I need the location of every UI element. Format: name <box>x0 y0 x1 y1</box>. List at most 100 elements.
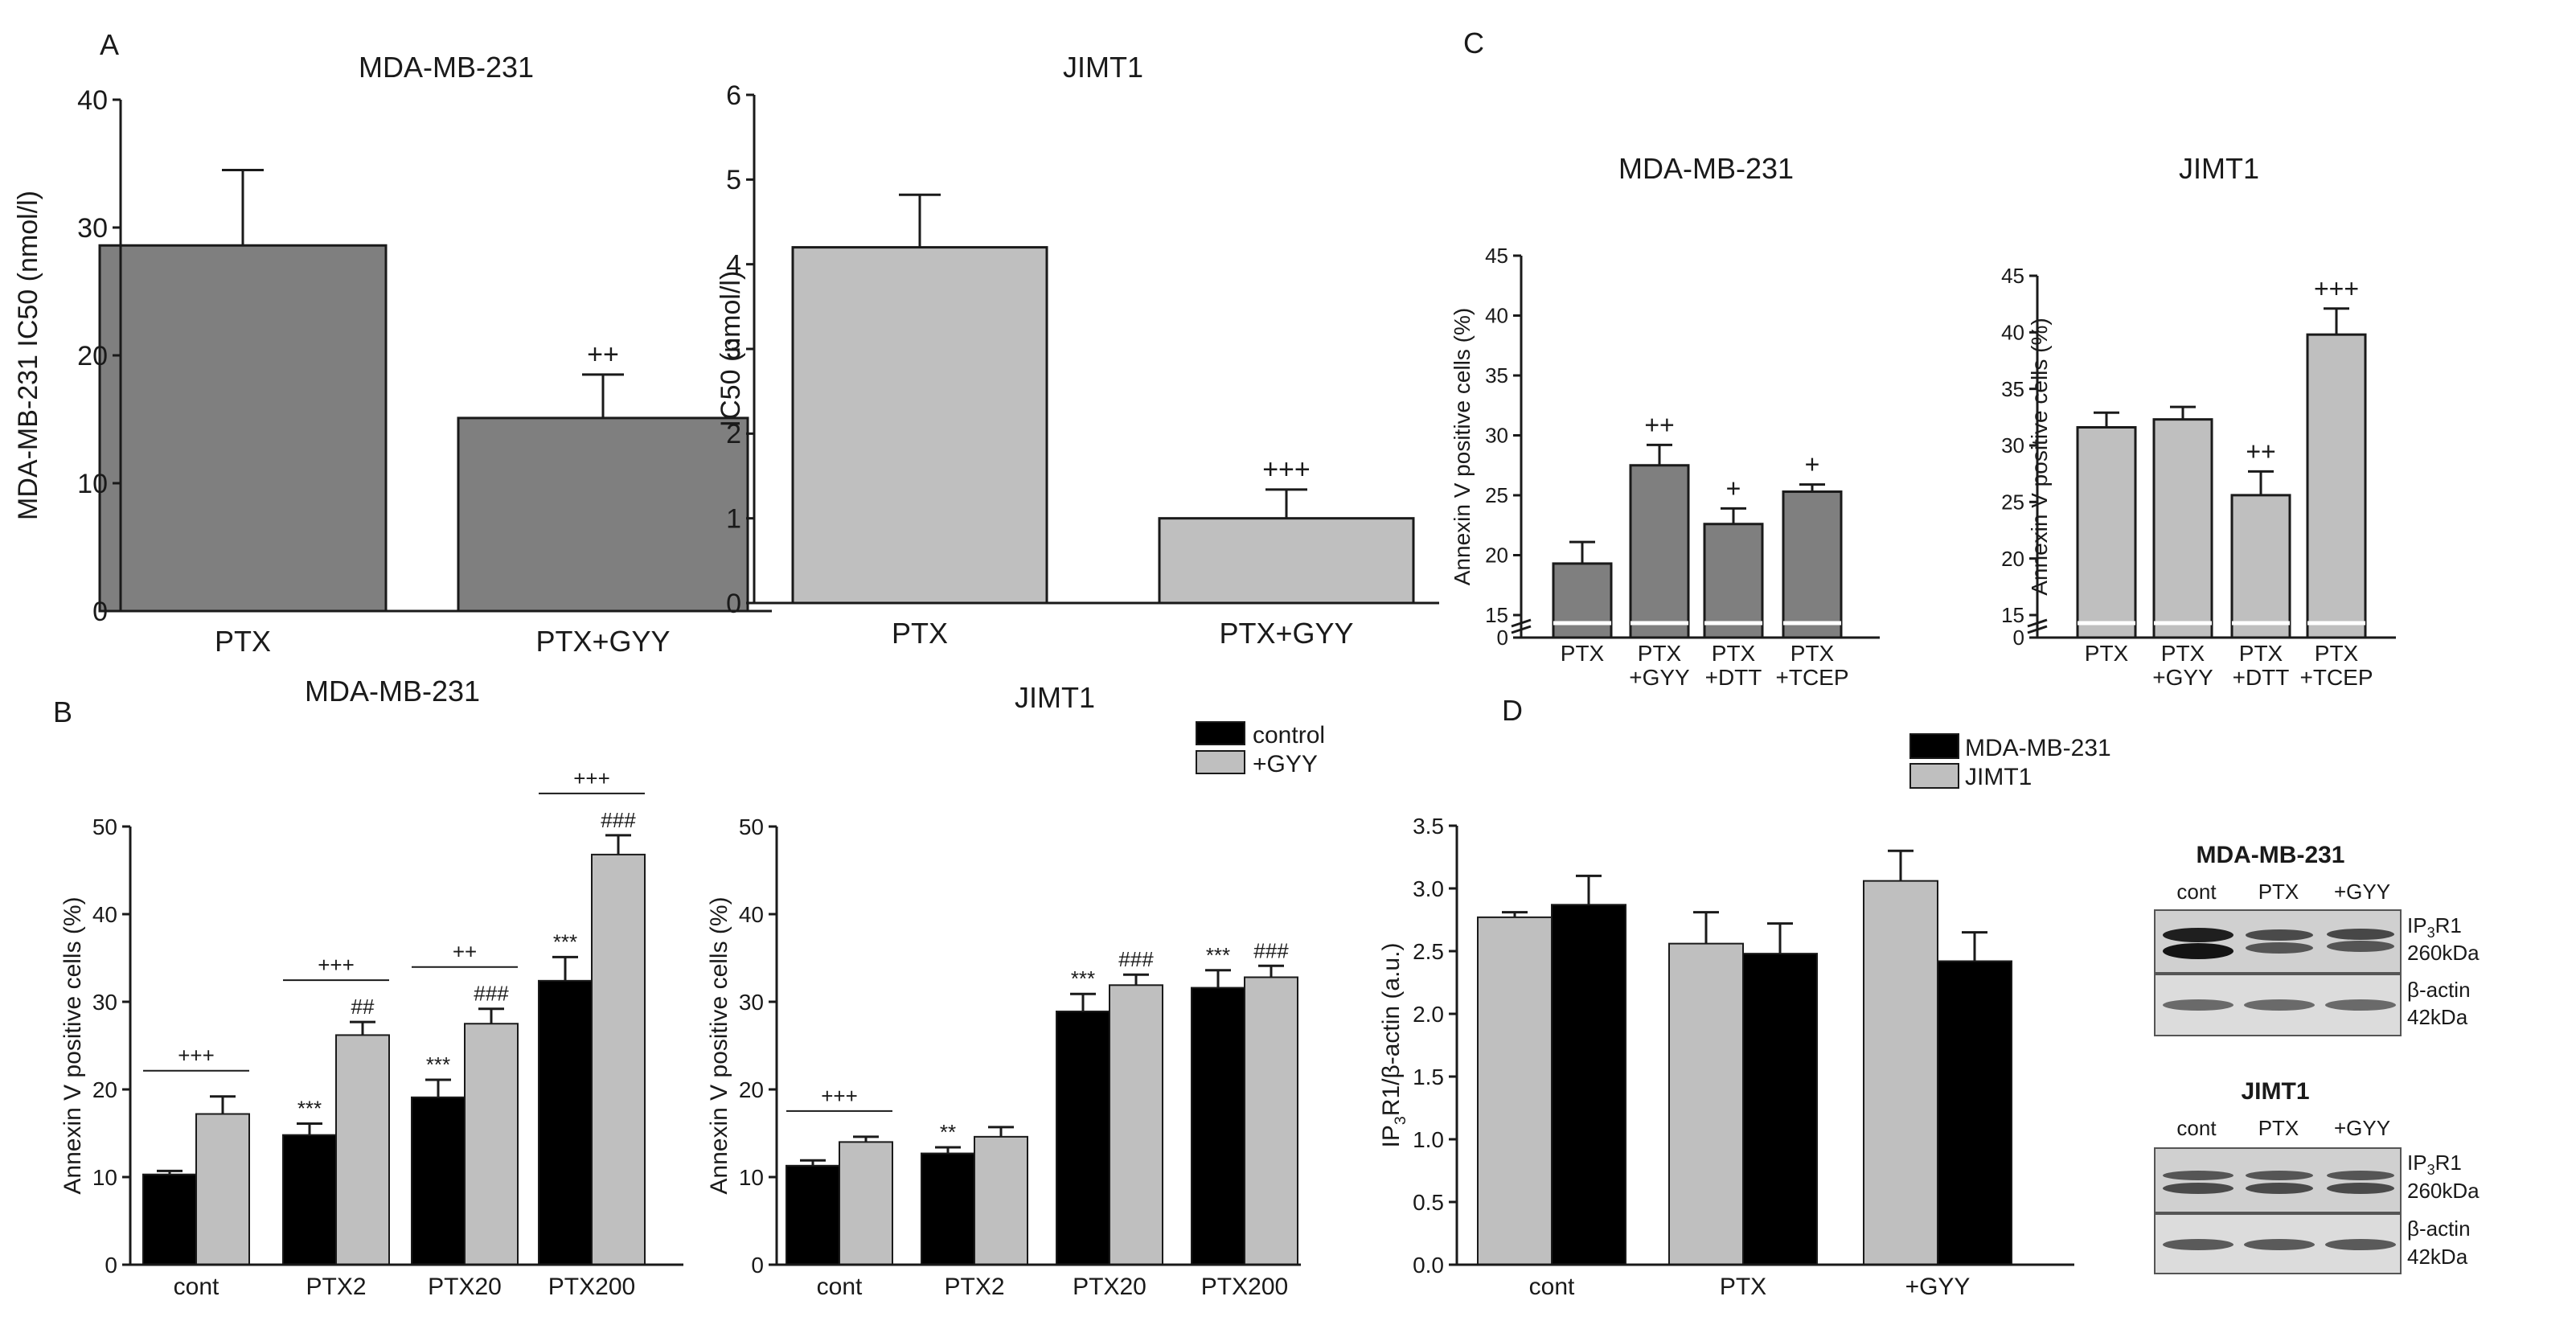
blot-mda-actin-band-ptx <box>2244 999 2315 1011</box>
blot-mda-ip3r1-label: IP3R1 <box>2407 913 2462 941</box>
y-tick-label: 10 <box>92 1165 117 1190</box>
blot-mda-ip3r1-band-cont-2 <box>2163 943 2233 959</box>
y-axis-label: Annexin V positive cells (%) <box>706 896 732 1194</box>
x-tick-label: +DTT <box>2233 665 2290 690</box>
significance-label: + <box>1805 450 1820 479</box>
significance-label: ** <box>940 1120 956 1144</box>
chart-a-jimt1-ic50: PTX +++ PTX+GYY 0 1 2 3 4 5 6 IC50 (nmol/l) JIMT1 <box>716 51 1439 650</box>
y-axis-label: IP3R1/β-actin (a.u.) <box>1378 943 1409 1148</box>
bar <box>142 1173 197 1266</box>
legend-b-gyy-label: +GYY <box>1253 751 1318 777</box>
bar <box>1244 976 1298 1266</box>
y-tick-label: 20 <box>2001 547 2024 571</box>
blot-mda-ip3r1-size: 260kDa <box>2407 941 2480 965</box>
blot-jimt1-ip3r1-band-cont-2 <box>2163 1183 2233 1194</box>
bar <box>1668 942 1744 1266</box>
x-tick-label: PTX <box>2315 641 2359 666</box>
y-axis-label: MDA-MB-231 IC50 (nmol/l) <box>13 191 43 520</box>
x-tick-label: PTX <box>1712 641 1756 666</box>
significance-label: ++ <box>2246 437 2275 466</box>
y-tick-label: 30 <box>739 990 764 1015</box>
bar <box>2230 494 2291 639</box>
chart-c-mda-annexin: PTX++PTX+GYY+PTX+DTT+PTX+TCEP01520253035… <box>1450 152 1880 690</box>
x-tick-label: cont <box>817 1274 863 1300</box>
blot-mda-lane-ptx: PTX <box>2258 880 2299 904</box>
x-tick-label: PTX <box>1561 641 1605 666</box>
bar <box>1191 987 1245 1266</box>
axis-break-mark <box>1511 618 1532 628</box>
y-tick-label: 0 <box>92 597 108 627</box>
significance-label: ### <box>1253 938 1289 962</box>
blot-mda-lane-gyy: +GYY <box>2334 880 2390 904</box>
y-tick-label: 15 <box>1485 603 1508 627</box>
significance-label: ### <box>1118 947 1154 971</box>
bar <box>335 1034 390 1266</box>
y-tick-label: 1 <box>726 504 741 535</box>
chart-title: JIMT1 <box>1063 51 1143 84</box>
y-tick-label: 45 <box>1485 244 1508 268</box>
chart-b-mda-annexin: +++ cont *** ## +++ PTX2 *** ### ++ PTX20 *** ### ++… <box>59 675 683 1300</box>
y-tick-label: 0 <box>105 1253 117 1278</box>
significance-label: ### <box>474 982 509 1006</box>
y-tick-label: 0.5 <box>1413 1190 1444 1215</box>
bracket-label: +++ <box>178 1044 215 1068</box>
bar <box>2076 425 2137 639</box>
bar <box>1477 916 1553 1266</box>
bar <box>1782 490 1843 639</box>
significance-label: +++ <box>1262 454 1311 485</box>
legend-b: control +GYY <box>1196 721 1325 777</box>
blot-jimt1-lane-cont: cont <box>2176 1116 2217 1140</box>
blot-mda-lane-cont: cont <box>2176 880 2217 904</box>
bar <box>1552 562 1613 639</box>
y-tick-label: 0.0 <box>1413 1253 1444 1278</box>
y-tick-label: 25 <box>1485 483 1508 507</box>
legend-d: MDA-MB-231 JIMT1 <box>1909 733 2111 790</box>
x-tick-label: +GYY <box>2152 665 2213 690</box>
y-tick-label: 0 <box>726 589 741 619</box>
significance-label: *** <box>553 929 577 954</box>
panel-letter-c: C <box>1463 27 1484 59</box>
blot-jimt1-ip3r1-band-cont-1 <box>2163 1171 2233 1180</box>
bar <box>1551 904 1626 1266</box>
y-tick-label: 40 <box>739 902 764 927</box>
blot-jimt1-actin-label: β-actin <box>2407 1216 2471 1241</box>
bar <box>786 1164 840 1266</box>
y-tick-label: 0 <box>1497 626 1508 650</box>
x-tick-label: PTX+GYY <box>1219 617 1353 650</box>
y-tick-label: 30 <box>92 990 117 1015</box>
y-axis-label: IC50 (nmol/l) <box>716 271 746 428</box>
significance-label: *** <box>426 1052 450 1077</box>
legend-d-jimt1-swatch <box>1909 763 1959 789</box>
x-tick-label: PTX20 <box>1073 1274 1146 1300</box>
legend-d-jimt1-label: JIMT1 <box>1965 764 2032 790</box>
bar <box>1056 1010 1110 1266</box>
x-tick-label: PTX200 <box>1201 1274 1288 1300</box>
x-tick-label: PTX <box>1638 641 1682 666</box>
y-tick-label: 20 <box>739 1077 764 1102</box>
bar <box>464 1023 519 1266</box>
y-tick-label: 3 <box>726 334 741 365</box>
x-tick-label: PTX <box>892 617 948 650</box>
legend-b-control-swatch <box>1196 721 1245 745</box>
axis-break-mark <box>1511 625 1532 634</box>
significance-label: + <box>1726 474 1741 503</box>
x-tick-label: PTX <box>2239 641 2283 666</box>
bar <box>839 1141 893 1266</box>
blot-jimt1-ip3r1-size: 260kDa <box>2407 1179 2480 1203</box>
x-tick-label: PTX+GYY <box>535 625 670 658</box>
bar <box>1742 953 1818 1266</box>
bar <box>1703 523 1764 639</box>
bar <box>538 979 593 1266</box>
y-axis-label: Annexin V positive cells (%) <box>59 896 86 1194</box>
chart-title: JIMT1 <box>2179 152 2259 185</box>
significance-label: ++ <box>587 339 619 370</box>
blot-mda-actin-label: β-actin <box>2407 978 2471 1002</box>
y-tick-label: 1.0 <box>1413 1127 1444 1152</box>
y-tick-label: 20 <box>77 341 108 371</box>
blot-jimt1-title: JIMT1 <box>2241 1078 2309 1105</box>
y-tick-label: 6 <box>726 80 741 111</box>
bar <box>1863 880 1938 1266</box>
panel-letter-b: B <box>53 695 72 728</box>
